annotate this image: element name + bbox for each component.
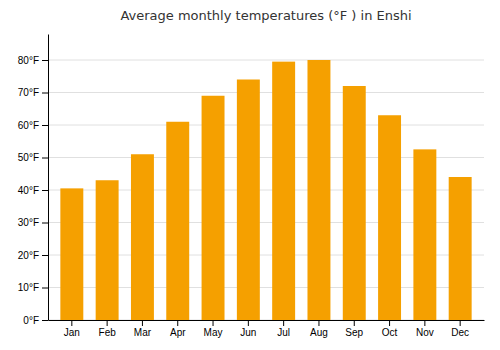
tick-mark bbox=[42, 158, 48, 159]
x-tick: Mar bbox=[134, 320, 152, 338]
tick-mark bbox=[42, 320, 48, 321]
tick-label: 70°F bbox=[18, 87, 39, 98]
y-tick: 70°F bbox=[18, 87, 48, 98]
bar bbox=[96, 180, 119, 320]
x-tick: Apr bbox=[170, 320, 186, 338]
y-tick: 60°F bbox=[18, 120, 48, 131]
tick-label: 10°F bbox=[18, 282, 39, 293]
x-tick: Sep bbox=[345, 320, 363, 338]
tick-mark bbox=[42, 60, 48, 61]
y-tick: 30°F bbox=[18, 217, 48, 228]
bar bbox=[272, 62, 295, 320]
x-tick: Oct bbox=[382, 320, 398, 338]
tick-mark bbox=[213, 320, 214, 326]
tick-mark bbox=[460, 320, 461, 326]
tick-label: Mar bbox=[134, 327, 152, 338]
tick-label: 50°F bbox=[18, 152, 39, 163]
tick-mark bbox=[424, 320, 425, 326]
bar bbox=[202, 96, 225, 320]
tick-mark bbox=[248, 320, 249, 326]
tick-mark bbox=[318, 320, 319, 326]
bar bbox=[343, 86, 366, 320]
axis-line bbox=[49, 320, 485, 321]
bar bbox=[378, 115, 401, 320]
tick-label: Sep bbox=[345, 327, 363, 338]
y-tick: 80°F bbox=[18, 55, 48, 66]
x-tick: Jun bbox=[240, 320, 256, 338]
bars bbox=[60, 60, 471, 320]
x-tick: Nov bbox=[416, 320, 434, 338]
tick-label: Apr bbox=[170, 327, 186, 338]
tick-label: Feb bbox=[99, 327, 117, 338]
tick-label: Aug bbox=[310, 327, 328, 338]
x-tick: Dec bbox=[451, 320, 469, 338]
y-tick: 20°F bbox=[18, 250, 48, 261]
tick-mark bbox=[42, 223, 48, 224]
tick-mark bbox=[71, 320, 72, 326]
tick-label: 0°F bbox=[23, 315, 39, 326]
tick-mark bbox=[283, 320, 284, 326]
bar bbox=[237, 80, 260, 321]
tick-label: Jul bbox=[277, 327, 290, 338]
tick-label: Jun bbox=[240, 327, 256, 338]
x-tick: Aug bbox=[310, 320, 328, 338]
grid bbox=[48, 60, 484, 320]
tick-mark bbox=[42, 288, 48, 289]
tick-label: Dec bbox=[451, 327, 469, 338]
tick-mark bbox=[354, 320, 355, 326]
grid-line bbox=[48, 125, 484, 126]
tick-mark bbox=[142, 320, 143, 326]
tick-label: Jan bbox=[64, 327, 80, 338]
tick-label: Oct bbox=[382, 327, 398, 338]
axis-line bbox=[48, 35, 49, 321]
tick-label: 20°F bbox=[18, 250, 39, 261]
y-tick: 0°F bbox=[23, 315, 48, 326]
tick-label: 60°F bbox=[18, 120, 39, 131]
y-axis: 0°F 10°F 20°F 30°F 40°F 50°F 60°F 70°F 80°F bbox=[18, 35, 49, 326]
tick-mark bbox=[389, 320, 390, 326]
y-tick: 50°F bbox=[18, 152, 48, 163]
tick-mark bbox=[42, 255, 48, 256]
bar bbox=[449, 177, 472, 320]
bar bbox=[413, 149, 436, 320]
x-tick: Jul bbox=[277, 320, 290, 338]
tick-mark bbox=[42, 125, 48, 126]
tick-mark bbox=[42, 190, 48, 191]
title: Average monthly temperatures (°F ) in En… bbox=[120, 8, 411, 23]
tick-label: 80°F bbox=[18, 55, 39, 66]
x-tick: Feb bbox=[99, 320, 117, 338]
bar bbox=[131, 154, 154, 320]
y-tick: 40°F bbox=[18, 185, 48, 196]
tick-label: 40°F bbox=[18, 185, 39, 196]
grid-line bbox=[48, 92, 484, 93]
chart: Jan Feb Mar Apr May Jun Jul Aug Sep Oct Nov Dec 0°F 1… bbox=[0, 0, 500, 350]
x-axis: Jan Feb Mar Apr May Jun Jul Aug Sep Oct Nov Dec bbox=[49, 320, 485, 338]
x-tick: Jan bbox=[64, 320, 80, 338]
tick-label: Nov bbox=[416, 327, 434, 338]
tick-mark bbox=[177, 320, 178, 326]
bar bbox=[60, 188, 83, 320]
tick-mark bbox=[42, 93, 48, 94]
x-tick: May bbox=[204, 320, 223, 338]
bar bbox=[307, 60, 330, 320]
tick-label: May bbox=[204, 327, 223, 338]
tick-label: 30°F bbox=[18, 217, 39, 228]
bar bbox=[166, 122, 189, 320]
tick-mark bbox=[107, 320, 108, 326]
plot: Jan Feb Mar Apr May Jun Jul Aug Sep Oct Nov Dec 0°F 1… bbox=[18, 35, 485, 339]
grid-line bbox=[48, 60, 484, 61]
y-tick: 10°F bbox=[18, 282, 48, 293]
